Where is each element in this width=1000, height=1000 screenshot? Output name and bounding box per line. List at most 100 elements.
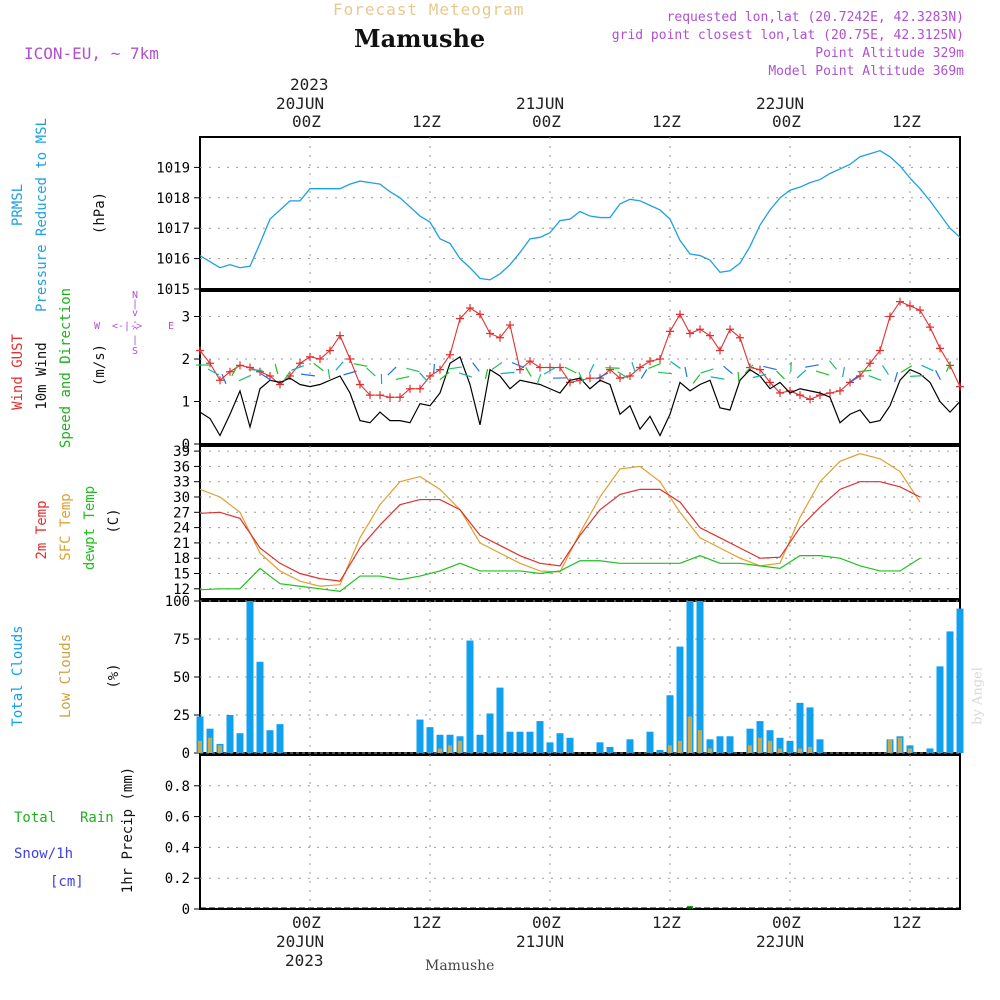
gust-point (656, 355, 664, 363)
gust-point (836, 386, 844, 395)
bottom-tick-label: 00Z (772, 913, 801, 932)
wind-direction-arrow (484, 368, 489, 380)
gust-point (956, 382, 964, 391)
total-cloud-bar (756, 721, 764, 753)
bottom-tick-label: 00Z (292, 913, 321, 932)
wind-direction-arrow (274, 363, 279, 375)
bottom-year: 2023 (285, 951, 324, 970)
low-cloud-bar (798, 748, 802, 753)
wind-direction-arrow (387, 366, 397, 376)
gust-point (356, 380, 364, 389)
top-tick-label: 00Z (532, 112, 561, 131)
wind-direction-arrow (564, 366, 577, 374)
wind-direction-arrow (700, 368, 714, 374)
total-cloud-bar (466, 640, 474, 753)
gust-point (616, 374, 624, 383)
wind-direction-arrow (744, 364, 754, 374)
total-cloud-bar (646, 731, 654, 753)
wind-direction-arrow (776, 370, 785, 380)
gust-point (696, 325, 704, 334)
gust-point (226, 367, 234, 376)
compass: N | v - ^ | S W <-|-> E (94, 290, 184, 360)
wind-direction-arrow (752, 373, 767, 379)
gust-point (316, 355, 324, 363)
wind-direction-arrow (684, 366, 688, 378)
wind-direction-arrow (848, 374, 860, 384)
wind-direction-arrow (945, 361, 952, 373)
wind-direction-arrow (882, 365, 889, 375)
wind-direction-arrow (439, 371, 450, 381)
gust-point (426, 372, 434, 380)
bottom-tick-label: 12Z (652, 913, 681, 932)
bottom-tick-label: 00Z (532, 913, 561, 932)
footer-location: Mamushe (425, 958, 495, 974)
rain-total-label: Total (14, 810, 57, 826)
ytick-label-4-4: 0.8 (165, 779, 190, 795)
ytick-label-2-2: 18 (173, 551, 190, 567)
ytick-label-3-1: 25 (173, 708, 190, 724)
wind-direction-arrow (710, 376, 725, 380)
ytick-label-0-0: 1015 (156, 282, 190, 298)
wind-direction-arrow (283, 371, 291, 381)
compass-s: S (132, 346, 139, 357)
total-cloud-bar (516, 731, 524, 753)
total-cloud-bar (656, 749, 664, 753)
ytick-label-2-3: 21 (173, 536, 190, 552)
ytick-label-2-7: 33 (173, 475, 190, 491)
gust-point (346, 355, 354, 363)
total-cloud-bar (426, 727, 434, 753)
total-cloud-bar (776, 737, 784, 753)
low-cloud-bar (448, 745, 452, 753)
total-cloud-bar (486, 713, 494, 753)
top-tick-label: 00Z (772, 112, 801, 131)
wind-direction-arrow (260, 373, 272, 381)
low-cloud-bar (438, 748, 442, 753)
total-cloud-bar (416, 719, 424, 753)
gust-point (236, 361, 244, 370)
wind-direction-arrow (448, 366, 462, 370)
total-cloud-bar (696, 601, 704, 753)
total-cloud-bar (936, 666, 944, 753)
ytick-label-4-0: 0 (182, 902, 190, 918)
gust-point (666, 327, 674, 336)
ytick-label-2-1: 15 (173, 567, 190, 583)
total-cloud-bar (666, 695, 674, 753)
ytick-label-0-4: 1019 (156, 160, 190, 176)
wind-direction-arrow (432, 363, 436, 375)
wind-direction-arrow (737, 371, 740, 383)
gust-point (376, 391, 384, 400)
gust-point (536, 363, 544, 372)
wind-direction-arrow (353, 363, 368, 367)
total-cloud-bar (686, 601, 694, 753)
gust-point (416, 384, 424, 393)
total-cloud-bar (256, 661, 264, 753)
location-title: Mamushe (354, 24, 486, 53)
wind-direction-arrow (221, 373, 227, 385)
wind-direction-arrow (805, 364, 819, 368)
gust-point (196, 346, 204, 355)
total-cloud-bar (566, 737, 574, 753)
ytick-label-1-2: 2 (182, 352, 190, 368)
gust-point (326, 346, 334, 355)
model-label: ICON-EU, ~ 7km (24, 44, 159, 63)
gust-point (916, 306, 924, 315)
gust-point (736, 333, 744, 342)
total-cloud-bar (956, 608, 964, 753)
sfc-temp-line (199, 453, 921, 587)
ytick-label-2-9: 39 (173, 444, 190, 460)
gust-point (796, 391, 804, 400)
total-cloud-bar (266, 730, 274, 753)
brand-title: Forecast Meteogram (333, 0, 525, 19)
total-cloud-bar (746, 728, 754, 753)
compass-ns-line: | v - ^ | (132, 299, 139, 346)
panel-frame-0 (199, 136, 961, 290)
bottom-tick-date: 21JUN (516, 932, 565, 951)
wind-direction-arrow (366, 367, 376, 377)
gust-point (256, 367, 264, 376)
ytick-label-2-8: 36 (173, 459, 190, 475)
total-cloud-bar (806, 707, 814, 753)
gust-point (556, 363, 564, 372)
wind-direction-arrow (525, 367, 532, 377)
gust-point (396, 393, 404, 402)
wind-direction-arrow (648, 363, 661, 369)
